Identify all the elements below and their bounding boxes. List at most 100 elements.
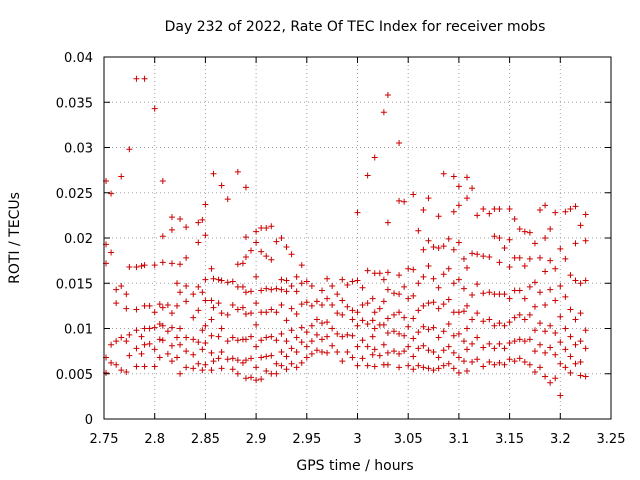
data-point	[224, 356, 231, 363]
data-point	[391, 348, 398, 355]
data-point	[108, 359, 115, 366]
data-point	[278, 286, 285, 293]
data-point	[557, 313, 564, 320]
data-point	[168, 214, 175, 221]
data-point	[108, 249, 115, 256]
data-point	[572, 360, 579, 367]
data-point	[253, 300, 260, 307]
data-point	[396, 291, 403, 298]
data-point	[242, 234, 249, 241]
data-point	[364, 343, 371, 350]
data-point	[133, 345, 140, 352]
data-point	[263, 368, 270, 375]
data-point	[308, 282, 315, 289]
data-point	[349, 354, 356, 361]
data-point	[384, 361, 391, 368]
data-point	[258, 225, 265, 232]
data-point	[339, 297, 346, 304]
data-point	[506, 356, 513, 363]
data-point	[567, 369, 574, 376]
data-point	[354, 277, 361, 284]
data-point	[521, 316, 528, 323]
data-point	[283, 353, 290, 360]
data-point	[430, 275, 437, 282]
data-point	[371, 363, 378, 370]
data-point	[531, 240, 538, 247]
data-point	[359, 284, 366, 291]
data-point	[151, 363, 158, 370]
data-point	[344, 282, 351, 289]
data-point	[133, 363, 140, 370]
data-point	[567, 306, 574, 313]
data-point	[293, 334, 300, 341]
data-point	[369, 333, 376, 340]
data-point	[273, 309, 280, 316]
data-point	[511, 338, 518, 345]
data-point	[401, 198, 408, 205]
data-point	[156, 320, 163, 327]
data-point	[195, 219, 202, 226]
data-point	[516, 287, 523, 294]
data-point	[298, 359, 305, 366]
data-point	[268, 352, 275, 359]
data-point	[435, 334, 442, 341]
data-point	[516, 311, 523, 318]
data-point	[384, 330, 391, 337]
data-point	[526, 283, 533, 290]
data-point	[273, 360, 280, 367]
data-point	[218, 310, 225, 317]
data-point	[496, 235, 503, 241]
data-point	[380, 109, 387, 116]
data-point	[288, 305, 295, 312]
data-point	[445, 320, 452, 327]
data-point	[537, 289, 544, 296]
data-point	[218, 277, 225, 284]
data-point	[401, 283, 408, 290]
data-point	[450, 365, 457, 372]
data-point	[474, 281, 481, 288]
data-point	[174, 302, 181, 309]
data-point	[425, 263, 432, 270]
data-point	[141, 341, 148, 348]
data-point	[339, 276, 346, 283]
data-point	[339, 358, 346, 365]
data-point	[141, 75, 148, 82]
data-point	[384, 349, 391, 356]
y-axis-title: ROTI / TECUs	[7, 192, 23, 284]
data-point	[384, 92, 391, 99]
data-point	[293, 273, 300, 280]
data-point	[159, 233, 166, 240]
data-point	[401, 314, 408, 321]
data-point	[218, 325, 225, 332]
data-point	[425, 326, 432, 333]
data-point	[572, 277, 579, 284]
data-point	[253, 364, 260, 371]
data-point	[288, 282, 295, 289]
data-point	[263, 253, 270, 260]
data-point	[354, 322, 361, 329]
data-point	[208, 332, 215, 339]
data-point	[177, 325, 184, 332]
data-point	[410, 315, 417, 322]
data-point	[480, 318, 487, 325]
data-point	[506, 339, 513, 346]
data-point	[425, 347, 432, 354]
data-point	[168, 324, 175, 331]
data-point	[491, 322, 498, 329]
data-point	[501, 291, 508, 298]
data-point	[486, 316, 493, 323]
data-point	[298, 262, 305, 269]
data-point	[460, 308, 467, 315]
data-point	[218, 365, 225, 372]
data-point	[183, 282, 190, 289]
data-point	[430, 324, 437, 331]
data-point	[582, 327, 589, 334]
data-point	[268, 286, 275, 293]
data-point	[552, 351, 559, 358]
data-point	[210, 275, 217, 282]
data-point	[521, 338, 528, 345]
data-point	[268, 370, 275, 377]
data-point	[501, 361, 508, 368]
data-point	[113, 338, 120, 345]
data-point	[435, 305, 442, 312]
